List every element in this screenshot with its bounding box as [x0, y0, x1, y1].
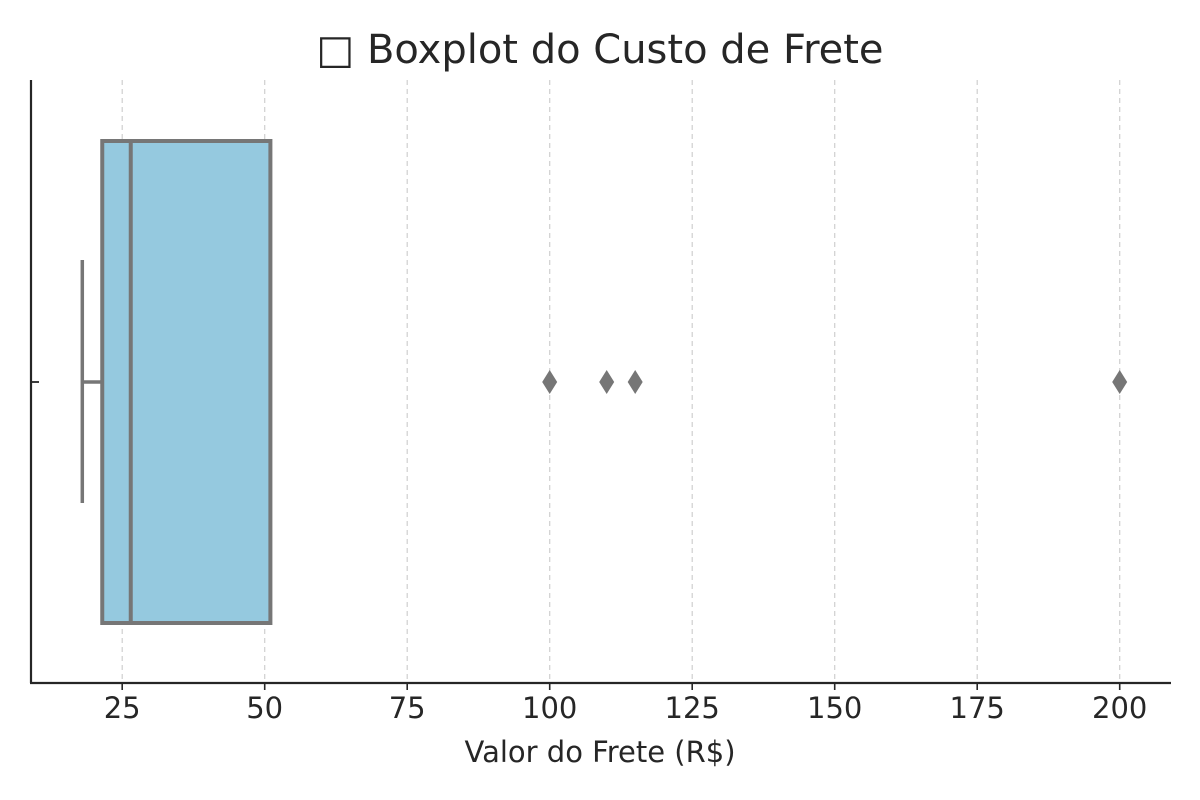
x-tick-label-175: 175 — [950, 691, 1005, 725]
x-axis-label: Valor do Frete (R$) — [464, 735, 735, 769]
x-tick-label-200: 200 — [1092, 691, 1147, 725]
x-tick-label-150: 150 — [807, 691, 862, 725]
outlier-point-4 — [1112, 370, 1128, 394]
outlier-point-2 — [599, 370, 615, 394]
x-tick-label-100: 100 — [522, 691, 577, 725]
x-tick-label-75: 75 — [389, 691, 426, 725]
x-tick-label-125: 125 — [665, 691, 720, 725]
iqr-box — [100, 139, 273, 625]
x-tick-label-25: 25 — [104, 691, 141, 725]
x-ticks: 25 50 75 100 125 150 175 200 — [104, 683, 1147, 725]
chart-title: □ Boxplot do Custo de Frete — [316, 27, 883, 73]
outlier-point-3 — [627, 370, 643, 394]
axes — [29, 80, 1171, 685]
box-group — [80, 139, 273, 625]
outlier-point-1 — [542, 370, 558, 394]
x-tick-label-50: 50 — [246, 691, 283, 725]
outlier-group — [542, 370, 1128, 394]
